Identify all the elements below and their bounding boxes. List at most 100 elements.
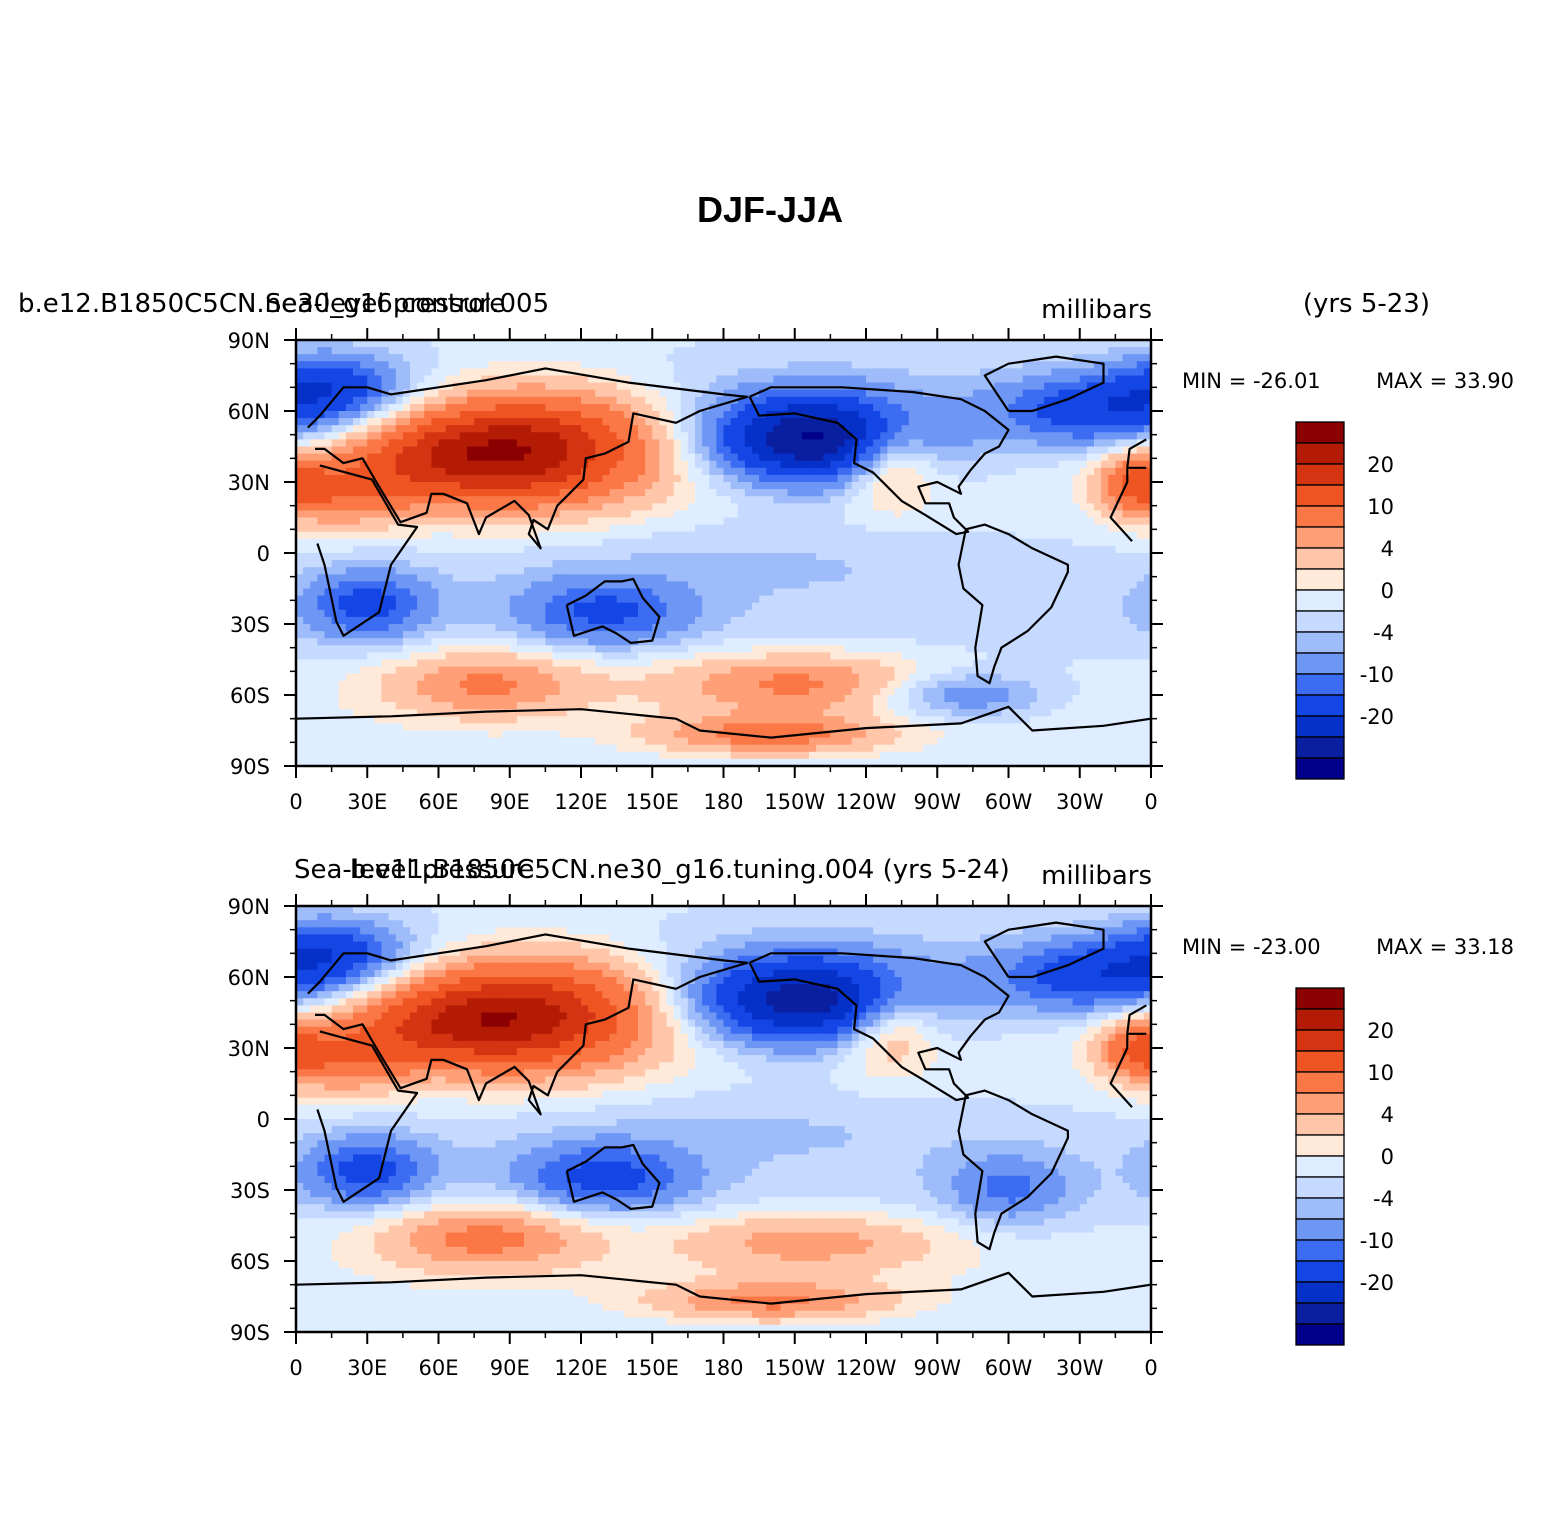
colorbar-box — [1295, 589, 1345, 612]
variable-label: Sea-level pressure — [265, 289, 505, 319]
colorbar-box — [1295, 1302, 1345, 1325]
units-label: millibars — [1041, 861, 1152, 891]
colorbar-box — [1295, 673, 1345, 696]
colorbar-label: 20 — [1367, 453, 1394, 477]
map-panel-2: Sea-level pressureb.e11.B1850C5CN.ne30_g… — [228, 855, 1514, 1380]
x-tick-label: 60W — [985, 790, 1033, 814]
y-tick-label: 90N — [228, 329, 270, 353]
colorbar-box — [1295, 484, 1345, 507]
colorbar-label: 0 — [1381, 579, 1394, 603]
colorbar-label: 10 — [1367, 495, 1394, 519]
colorbar-label: 4 — [1381, 1103, 1394, 1127]
colorbar: 20 10 4 0 -4 -10 -20 — [1295, 421, 1394, 780]
colorbar-label: -10 — [1360, 1229, 1394, 1253]
variable-label: Sea-level pressure — [294, 855, 534, 885]
x-tick-label: 30W — [1056, 790, 1104, 814]
x-tick-label: 150W — [764, 790, 825, 814]
colorbar-label: 0 — [1381, 1145, 1394, 1169]
y-tick-label: 30N — [228, 471, 270, 495]
colorbar-box — [1295, 1323, 1345, 1346]
colorbar-box — [1295, 1113, 1345, 1136]
years-label: (yrs 5-23) — [1303, 289, 1430, 319]
colorbar-box — [1295, 1197, 1345, 1220]
colorbar-box — [1295, 694, 1345, 717]
x-tick-label: 90E — [490, 1356, 530, 1380]
map-panel-1: b.e12.B1850C5CN.ne30_g16.control.005Sea-… — [18, 289, 1514, 814]
colorbar-box — [1295, 442, 1345, 465]
colorbar-box — [1295, 463, 1345, 486]
colorbar-box — [1295, 1239, 1345, 1262]
colorbar-box — [1295, 1134, 1345, 1157]
x-tick-label: 0 — [1144, 790, 1157, 814]
colorbar-label: -20 — [1360, 705, 1394, 729]
y-tick-label: 90S — [230, 755, 270, 779]
units-label: millibars — [1041, 295, 1152, 325]
y-tick-label: 0 — [257, 1108, 270, 1132]
coastlines — [295, 355, 1152, 739]
y-tick-label: 0 — [257, 542, 270, 566]
x-tick-label: 120W — [836, 790, 897, 814]
x-tick-label: 90E — [490, 790, 530, 814]
colorbar-box — [1295, 1029, 1345, 1052]
colorbar-box — [1295, 547, 1345, 570]
colorbar: 20 10 4 0 -4 -10 -20 — [1295, 987, 1394, 1346]
colorbar-box — [1295, 1176, 1345, 1199]
case-label: b.e11.B1850C5CN.ne30_g16.tuning.004 (yrs… — [350, 855, 1010, 885]
x-tick-label: 150E — [626, 790, 679, 814]
colorbar-box — [1295, 757, 1345, 780]
y-tick-label: 90S — [230, 1321, 270, 1345]
colorbar-box — [1295, 1092, 1345, 1115]
colorbar-label: -10 — [1360, 663, 1394, 687]
pressure-field — [296, 906, 1152, 1333]
x-tick-label: 180 — [703, 790, 743, 814]
x-tick-label: 90W — [914, 790, 962, 814]
colorbar-box — [1295, 1071, 1345, 1094]
colorbar-box — [1295, 1155, 1345, 1178]
colorbar-box — [1295, 1218, 1345, 1241]
colorbar-box — [1295, 505, 1345, 528]
x-tick-label: 120E — [554, 1356, 607, 1380]
colorbar-label: -20 — [1360, 1271, 1394, 1295]
figure-title: DJF-JJA — [697, 189, 843, 230]
x-tick-label: 90W — [914, 1356, 962, 1380]
x-tick-label: 150W — [764, 1356, 825, 1380]
min-label: MIN = -23.00 — [1182, 935, 1321, 959]
y-tick-label: 60S — [230, 1250, 270, 1274]
max-label: MAX = 33.18 — [1376, 935, 1514, 959]
colorbar-box — [1295, 987, 1345, 1010]
colorbar-box — [1295, 1050, 1345, 1073]
coastlines — [295, 921, 1152, 1305]
case-label: b.e12.B1850C5CN.ne30_g16.control.005 — [18, 289, 549, 319]
colorbar-box — [1295, 610, 1345, 633]
y-tick-label: 60S — [230, 684, 270, 708]
x-tick-label: 0 — [1144, 1356, 1157, 1380]
y-tick-label: 60N — [228, 400, 270, 424]
colorbar-label: 4 — [1381, 537, 1394, 561]
colorbar-label: 10 — [1367, 1061, 1394, 1085]
colorbar-box — [1295, 421, 1345, 444]
x-tick-label: 30E — [347, 790, 387, 814]
x-tick-label: 30W — [1056, 1356, 1104, 1380]
y-tick-label: 30S — [230, 613, 270, 637]
colorbar-label: 20 — [1367, 1019, 1394, 1043]
colorbar-box — [1295, 526, 1345, 549]
colorbar-label: -4 — [1373, 621, 1394, 645]
x-tick-label: 60E — [419, 1356, 459, 1380]
colorbar-box — [1295, 652, 1345, 675]
y-tick-label: 30S — [230, 1179, 270, 1203]
colorbar-box — [1295, 1260, 1345, 1283]
x-tick-label: 0 — [289, 1356, 302, 1380]
x-tick-label: 150E — [626, 1356, 679, 1380]
x-tick-label: 60W — [985, 1356, 1033, 1380]
colorbar-box — [1295, 1008, 1345, 1031]
x-tick-label: 120E — [554, 790, 607, 814]
colorbar-box — [1295, 568, 1345, 591]
x-tick-label: 180 — [703, 1356, 743, 1380]
y-tick-label: 60N — [228, 966, 270, 990]
y-tick-label: 30N — [228, 1037, 270, 1061]
y-tick-label: 90N — [228, 895, 270, 919]
colorbar-label: -4 — [1373, 1187, 1394, 1211]
colorbar-box — [1295, 736, 1345, 759]
max-label: MAX = 33.90 — [1376, 369, 1514, 393]
x-tick-label: 0 — [289, 790, 302, 814]
